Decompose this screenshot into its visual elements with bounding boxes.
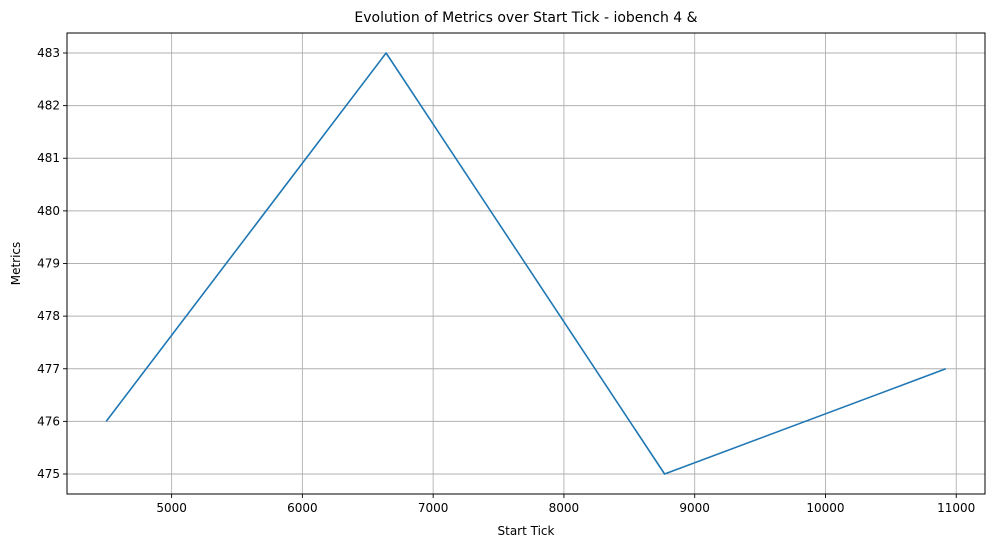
x-tick-label: 11000: [937, 501, 975, 515]
y-tick-label: 477: [37, 362, 60, 376]
grid: [67, 33, 985, 494]
y-tick-label: 480: [37, 204, 60, 218]
y-axis: 475 476 477 478 479 480 481 482 483: [37, 46, 67, 481]
y-tick-label: 482: [37, 99, 60, 113]
x-tick-label: 8000: [549, 501, 580, 515]
x-tick-label: 6000: [287, 501, 318, 515]
y-tick-label: 478: [37, 309, 60, 323]
y-tick-label: 476: [37, 414, 60, 428]
x-tick-label: 7000: [418, 501, 449, 515]
series-line: [105, 52, 947, 475]
x-tick-label: 10000: [806, 501, 844, 515]
y-tick-label: 475: [37, 467, 60, 481]
y-tick-label: 479: [37, 257, 60, 271]
x-tick-label: 5000: [156, 501, 187, 515]
x-axis-label: Start Tick: [498, 524, 555, 538]
x-tick-label: 9000: [679, 501, 710, 515]
y-axis-label: Metrics: [9, 242, 23, 286]
x-axis: 5000 6000 7000 8000 9000 10000 11000: [156, 494, 975, 515]
series-layer: [105, 52, 947, 475]
chart-title: Evolution of Metrics over Start Tick - i…: [354, 10, 697, 26]
y-tick-label: 481: [37, 151, 60, 165]
y-tick-label: 483: [37, 46, 60, 60]
